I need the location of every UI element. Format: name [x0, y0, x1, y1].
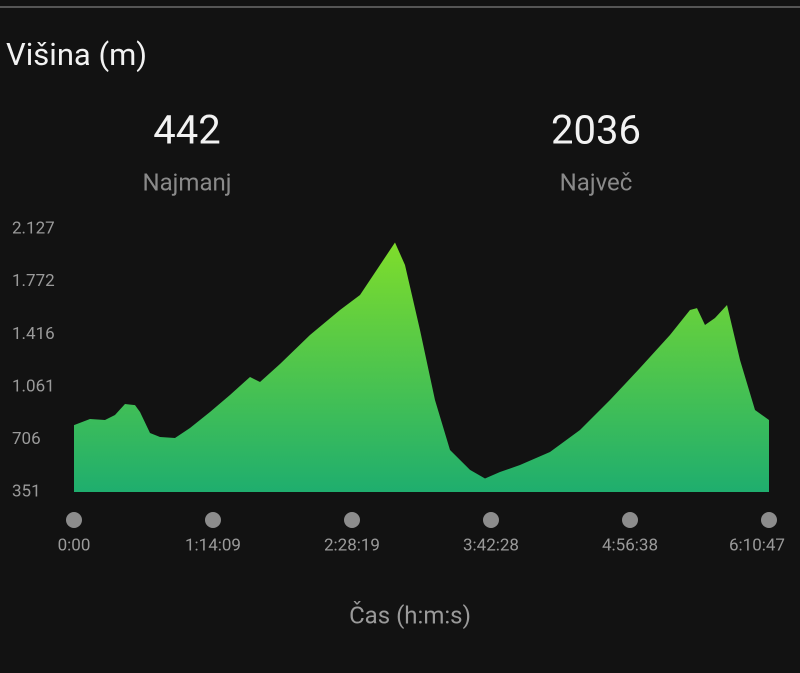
- y-tick-label: 1.061: [12, 376, 55, 396]
- y-tick-label: 1.416: [12, 324, 55, 344]
- x-tick-label: 0:00: [58, 535, 91, 555]
- chart-title: Višina (m): [6, 36, 147, 73]
- y-tick-label: 1.772: [12, 271, 55, 291]
- x-tick-label: 1:14:09: [185, 535, 241, 555]
- x-tick-dot: [66, 512, 82, 528]
- x-tick-dot: [622, 512, 639, 528]
- x-tick-dot: [204, 512, 221, 528]
- x-axis-label: Čas (h:m:s): [349, 600, 471, 629]
- stat-label: Najmanj: [142, 168, 231, 196]
- x-tick-label: 4:56:38: [602, 535, 658, 555]
- x-tick-label: 2:28:19: [324, 535, 380, 555]
- x-tick-dot: [344, 512, 361, 528]
- x-tick-dot: [482, 512, 499, 528]
- stat-value: 2036: [551, 107, 641, 154]
- y-tick-label: 351: [12, 481, 41, 501]
- x-tick-label: 3:42:28: [463, 535, 519, 555]
- stat-label: Največ: [560, 168, 633, 196]
- y-tick-label: 706: [12, 429, 41, 449]
- y-tick-label: 2.127: [12, 218, 55, 238]
- stat-value: 442: [153, 107, 220, 154]
- x-tick-dot: [761, 512, 777, 528]
- elevation-area: [74, 242, 769, 492]
- x-tick-label: 6:10:47: [729, 535, 785, 555]
